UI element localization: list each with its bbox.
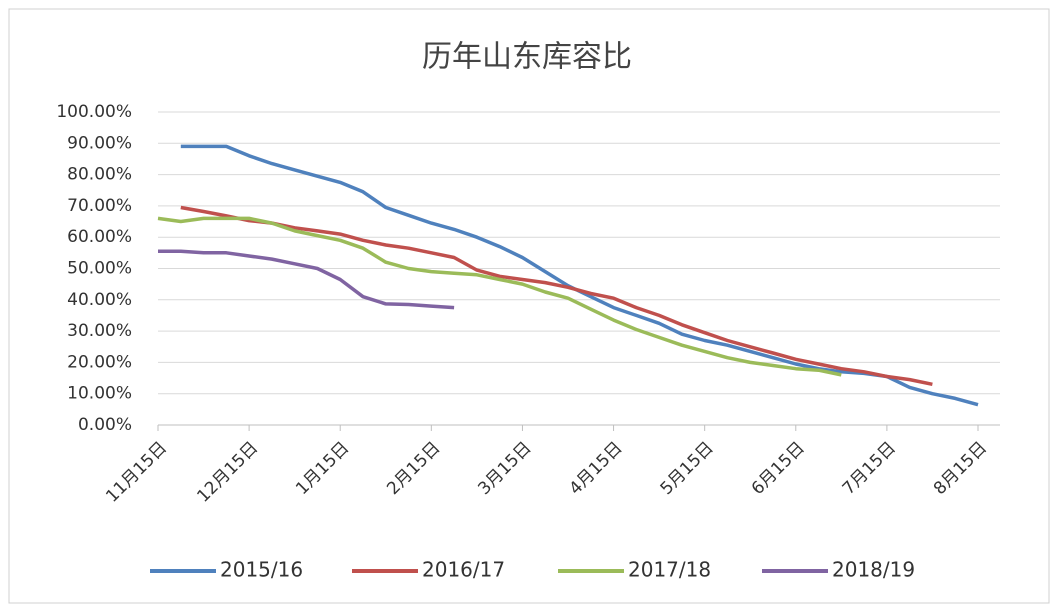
y-tick-label: 10.00% <box>67 384 132 404</box>
y-tick-label: 40.00% <box>67 290 132 310</box>
y-tick-label: 100.00% <box>56 102 132 122</box>
legend-label: 2017/18 <box>628 558 711 582</box>
series-line <box>157 216 842 377</box>
y-tick-label: 70.00% <box>67 196 132 216</box>
y-tick-label: 0.00% <box>78 415 132 435</box>
y-tick-label: 60.00% <box>67 227 132 247</box>
chart-title: 历年山东库容比 <box>422 40 632 75</box>
y-tick-label: 30.00% <box>67 321 132 341</box>
chart-border <box>8 8 1050 604</box>
series-line <box>158 249 455 310</box>
legend-label: 2016/17 <box>422 558 505 582</box>
series-line <box>180 205 933 387</box>
y-tick-label: 50.00% <box>67 259 132 279</box>
legend-label: 2015/16 <box>220 558 303 582</box>
y-tick-label: 80.00% <box>67 165 132 185</box>
y-tick-label: 90.00% <box>67 133 132 153</box>
legend-label: 2018/19 <box>832 558 915 582</box>
y-tick-label: 20.00% <box>67 352 132 372</box>
